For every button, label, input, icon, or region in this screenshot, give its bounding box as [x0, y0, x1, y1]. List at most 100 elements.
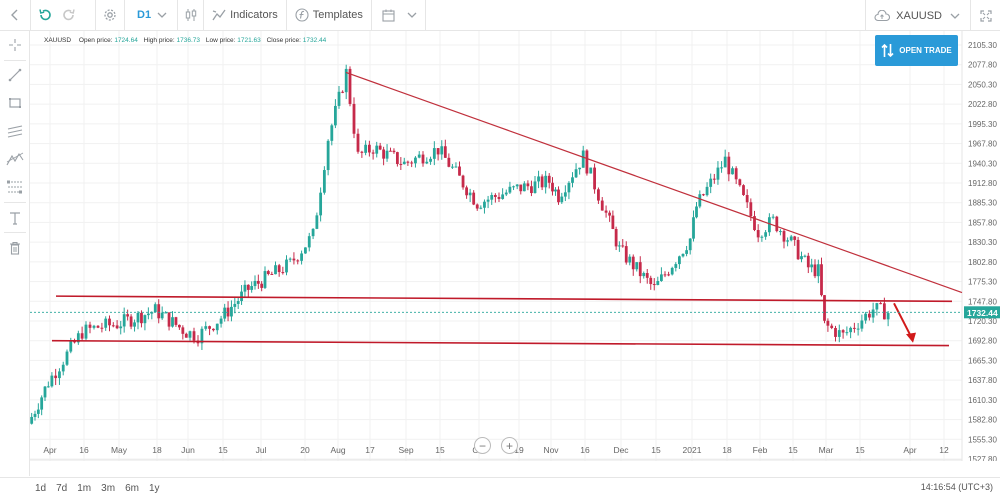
- current-price-tag: [964, 306, 1000, 319]
- candle-body: [414, 157, 417, 164]
- zoom-out-button[interactable]: −: [474, 437, 491, 454]
- candle-body: [864, 313, 868, 321]
- pitchfork-tool[interactable]: [0, 145, 30, 173]
- candle-body: [860, 320, 864, 329]
- drawing-tools-panel: [0, 31, 30, 476]
- candle-body: [670, 267, 674, 275]
- candle-body: [246, 284, 250, 290]
- candle-body: [236, 301, 240, 304]
- candle-body: [406, 161, 410, 163]
- open-trade-button[interactable]: OPEN TRADE: [875, 35, 958, 66]
- candle-body: [775, 216, 779, 232]
- candle-body: [425, 161, 429, 164]
- time-axis-label: 16: [79, 445, 89, 455]
- trendline-tool[interactable]: [0, 61, 30, 89]
- range-7d[interactable]: 7d: [56, 482, 68, 494]
- candle-body: [886, 313, 890, 320]
- candle-body: [307, 236, 311, 248]
- candle-body: [447, 157, 451, 167]
- fibonacci-icon: [7, 180, 22, 194]
- settings-button[interactable]: [96, 0, 124, 31]
- zoom-in-button[interactable]: +: [501, 437, 518, 454]
- time-axis-label: Nov: [543, 445, 559, 455]
- candle-body: [40, 397, 44, 410]
- candle-body: [475, 204, 479, 209]
- fullscreen-button[interactable]: [970, 0, 1000, 31]
- chart-type-button[interactable]: [178, 0, 203, 31]
- range-1d[interactable]: 1d: [35, 482, 47, 494]
- symbol-select[interactable]: XAUUSD: [865, 0, 970, 31]
- candle-body: [33, 413, 37, 417]
- candle-body: [571, 177, 574, 183]
- indicators-button[interactable]: Indicators: [204, 0, 286, 31]
- crosshair-tool[interactable]: [0, 31, 30, 59]
- candle-body: [767, 217, 771, 233]
- candle-body: [285, 259, 288, 273]
- tool-divider: [4, 202, 26, 203]
- candle-body: [738, 179, 742, 186]
- candle-body: [330, 125, 334, 141]
- price-axis-label: 1967.80: [968, 140, 997, 149]
- candle-body: [585, 150, 589, 174]
- candle-body: [146, 313, 150, 316]
- candle-body: [841, 330, 845, 333]
- range-1y[interactable]: 1y: [148, 482, 160, 494]
- candle-body: [36, 409, 40, 414]
- time-axis-label: 17: [365, 445, 375, 455]
- candle-body: [288, 258, 292, 260]
- channel-tool[interactable]: [0, 117, 30, 145]
- candle-body: [451, 166, 454, 168]
- candle-body: [157, 304, 161, 319]
- time-axis-label: 15: [435, 445, 445, 455]
- candle-body: [614, 228, 618, 247]
- candle-body: [311, 228, 315, 237]
- back-button[interactable]: [0, 0, 30, 31]
- candle-body: [493, 195, 497, 197]
- candle-body: [108, 318, 111, 326]
- candle-body: [522, 183, 526, 192]
- candle-body: [490, 195, 494, 200]
- price-axis-label: 1995.30: [968, 120, 997, 129]
- calendar-button[interactable]: [372, 0, 425, 31]
- redo-button[interactable]: [58, 0, 80, 31]
- timeframe-select[interactable]: D1: [125, 0, 177, 31]
- candle-body: [371, 152, 375, 154]
- candle-body: [344, 68, 348, 93]
- fibonacci-tool[interactable]: [0, 173, 30, 201]
- range-3m[interactable]: 3m: [101, 482, 116, 494]
- cloud-upload-icon: [874, 9, 891, 21]
- candle-body: [734, 168, 738, 180]
- candle-body: [240, 291, 243, 302]
- candle-body: [642, 273, 646, 277]
- candle-body: [800, 256, 803, 260]
- time-axis-label: Feb: [753, 445, 768, 455]
- rectangle-icon: [9, 98, 21, 108]
- candlestick-icon: [185, 9, 196, 21]
- candle-body: [348, 68, 352, 104]
- chart-area[interactable]: 2105.30 2077.80 2050.30 2022.80 1995.30 1967.…: [30, 31, 1000, 461]
- candle-body: [540, 176, 544, 188]
- range-1m[interactable]: 1m: [77, 482, 92, 494]
- candle-body: [702, 194, 705, 196]
- candle-body: [512, 186, 515, 188]
- range-6m[interactable]: 6m: [125, 482, 139, 494]
- candle-body: [879, 303, 883, 305]
- rectangle-tool[interactable]: [0, 89, 30, 117]
- price-axis-label: 1885.30: [968, 199, 997, 208]
- templates-button[interactable]: Templates: [287, 0, 371, 31]
- candle-body: [705, 186, 709, 196]
- chevron-left-icon: [11, 9, 18, 21]
- undo-icon: [38, 9, 51, 21]
- candle-body: [723, 156, 727, 168]
- time-axis-label: 19: [514, 445, 524, 455]
- candle-body: [624, 246, 628, 263]
- close-value: 1732.44: [302, 37, 327, 44]
- undo-button[interactable]: [31, 0, 58, 31]
- candle-body: [440, 146, 444, 155]
- delete-drawings-button[interactable]: [0, 234, 30, 262]
- candle-body: [69, 341, 73, 352]
- candle-body: [486, 199, 490, 202]
- price-chart[interactable]: 2105.30 2077.80 2050.30 2022.80 1995.30 1967.…: [30, 31, 1000, 461]
- timeframe-value: D1: [137, 9, 152, 21]
- text-tool[interactable]: [0, 204, 30, 232]
